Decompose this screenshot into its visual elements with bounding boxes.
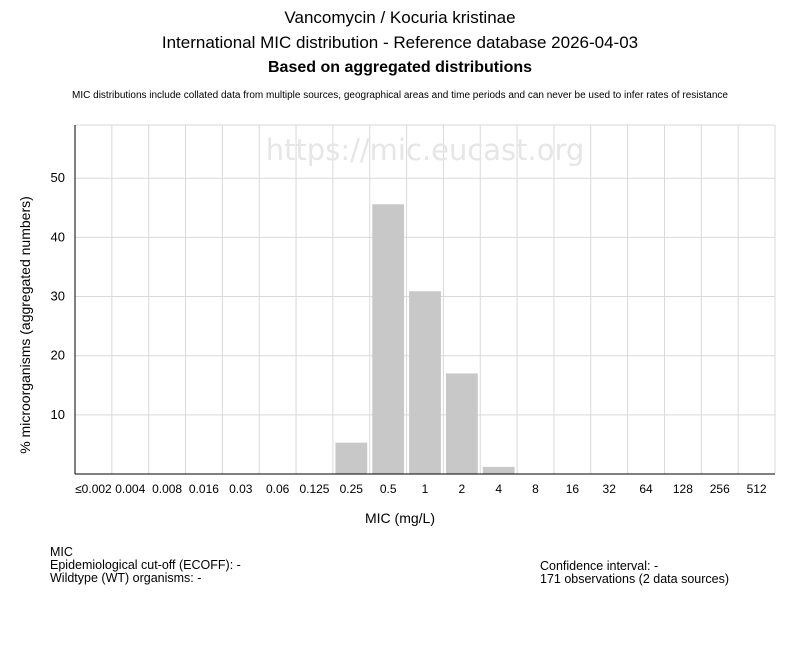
x-tick-label: 128 xyxy=(673,482,693,496)
chart-subtitle: International MIC distribution - Referen… xyxy=(161,33,639,52)
bar xyxy=(445,373,478,474)
footer-left: MIC Epidemiological cut-off (ECOFF): - W… xyxy=(50,546,241,585)
y-tick-label: 50 xyxy=(51,170,65,185)
x-tick-label: 0.125 xyxy=(299,482,329,496)
bar xyxy=(482,466,515,474)
confidence-interval-text: Confidence interval: - xyxy=(540,559,659,573)
x-tick-label: 256 xyxy=(710,482,730,496)
y-tick-label: 40 xyxy=(51,229,65,244)
x-axis-label: MIC (mg/L) xyxy=(365,510,435,526)
ecoff-text: Epidemiological cut-off (ECOFF): - xyxy=(50,558,241,572)
bar xyxy=(409,291,441,474)
x-tick-label: 64 xyxy=(639,482,653,496)
x-tick-label: 4 xyxy=(495,482,502,496)
disclaimer-text: MIC distributions include collated data … xyxy=(72,90,728,101)
x-tick-label: 0.5 xyxy=(380,482,397,496)
grid xyxy=(75,124,776,474)
x-tick-label: 0.004 xyxy=(115,482,145,496)
chart-title: Vancomycin / Kocuria kristinae xyxy=(284,8,516,27)
bar xyxy=(335,442,368,474)
x-tick-label: 16 xyxy=(566,482,580,496)
y-tick-label: 20 xyxy=(51,348,65,363)
bars xyxy=(335,204,515,474)
mic-label: MIC xyxy=(50,545,73,559)
x-tick-label: 512 xyxy=(747,482,767,496)
x-tick-label: 0.03 xyxy=(229,482,253,496)
x-tick-label: 0.06 xyxy=(266,482,290,496)
footer-right: Confidence interval: - 171 observations … xyxy=(540,560,729,586)
y-tick-label: 30 xyxy=(51,289,65,304)
y-axis-label: % microorganisms (aggregated numbers) xyxy=(17,196,33,454)
chart-subtitle-bold: Based on aggregated distributions xyxy=(267,59,533,76)
axes: 10 20 30 40 50 ≤0.002 0.004 0.008 0.016 0.03 0.06 0… xyxy=(51,125,775,496)
x-tick-label: 32 xyxy=(603,482,617,496)
x-tick-label: 0.016 xyxy=(189,482,219,496)
x-tick-label: 8 xyxy=(532,482,539,496)
wildtype-text: Wildtype (WT) organisms: - xyxy=(50,571,202,585)
y-tick-label: 10 xyxy=(51,407,65,422)
x-tick-label: 0.008 xyxy=(152,482,182,496)
watermark: https://mic.eucast.org xyxy=(266,133,585,167)
bar xyxy=(372,204,405,474)
x-tick-label: 0.25 xyxy=(340,482,364,496)
x-tick-label: ≤0.002 xyxy=(75,482,112,496)
x-tick-label: 1 xyxy=(422,482,429,496)
x-tick-label: 2 xyxy=(458,482,465,496)
observations-text: 171 observations (2 data sources) xyxy=(540,572,729,586)
